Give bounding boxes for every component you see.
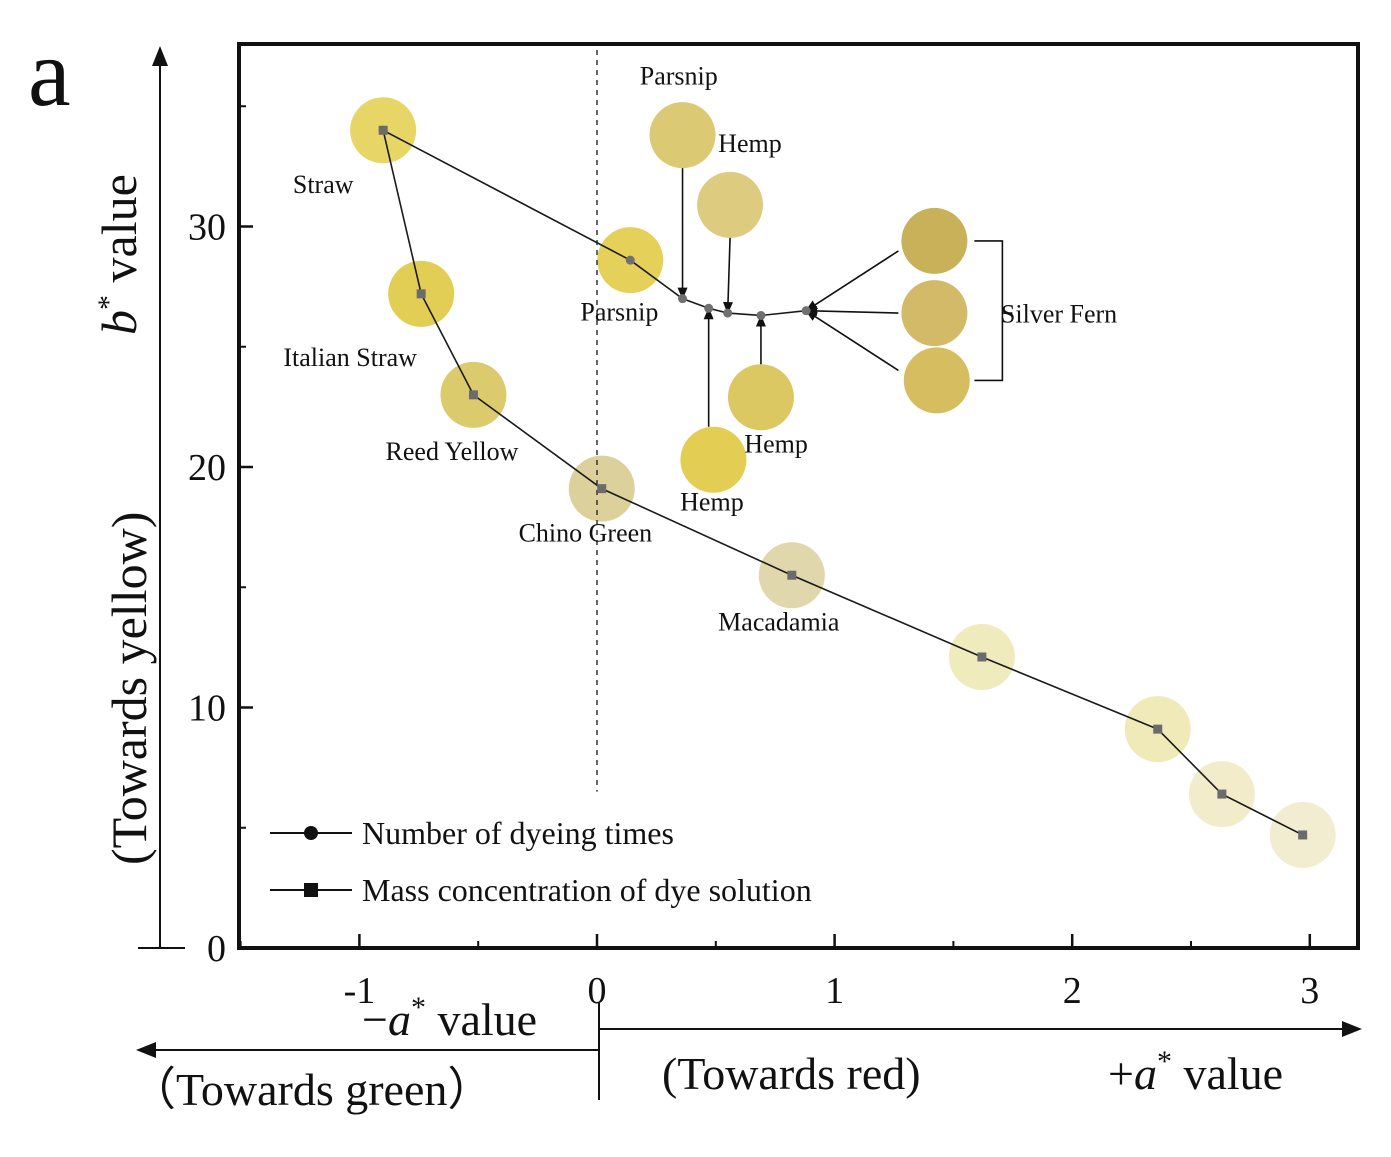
series-0-point-2	[678, 294, 688, 304]
silver-fern-bottom-arrow	[805, 310, 899, 372]
legend-square-marker	[304, 883, 318, 897]
x-tick-label-1: 0	[588, 970, 607, 1012]
neg-a-label: −a* value	[362, 991, 537, 1045]
color-swatch-16	[903, 347, 970, 414]
legend-label-mass-concentration: Mass concentration of dye solution	[362, 872, 812, 908]
pos-a-var: a	[1134, 1048, 1157, 1099]
panel-label: a	[28, 19, 71, 126]
data-label-parsnip-6: Parsnip	[640, 62, 718, 91]
series-1-point-6	[1153, 724, 1163, 734]
x-tick-label-2: 1	[825, 970, 844, 1012]
pos-a-value: value	[1172, 1048, 1283, 1099]
data-label-hemp-8: Hemp	[744, 430, 808, 459]
y-axis-sublabel: (Towards yellow)	[101, 512, 157, 865]
plot-frame-rect	[237, 42, 1360, 950]
x-tick-label-3: 2	[1063, 970, 1082, 1012]
y-axis-label-main: value	[91, 174, 147, 282]
series-0-point-5	[756, 310, 766, 320]
series-0-point-3	[704, 303, 714, 313]
data-label-straw-0: Straw	[293, 170, 354, 199]
towards-red-label: (Towards red)	[662, 1048, 921, 1099]
pos-a-prefix: +	[1108, 1048, 1134, 1099]
series-0-point-4	[723, 308, 733, 318]
y-axis-arrowhead	[152, 46, 168, 66]
color-swatches	[350, 97, 1336, 868]
series-0-point-1	[625, 255, 635, 265]
callout-annotations	[677, 168, 1013, 427]
data-labels: Straw Italian Straw Reed Yellow Chino Green…	[283, 62, 1117, 637]
series-1-point-4	[787, 570, 797, 580]
y-tick-label-1: 10	[188, 688, 226, 730]
y-axis-label-gap	[91, 283, 147, 296]
series-1-point-3	[597, 484, 607, 494]
series-1-point-1	[416, 289, 426, 299]
color-swatch-14	[901, 207, 968, 274]
silver-fern-top-arrow	[805, 250, 899, 312]
y-axis-label-var: b	[91, 310, 147, 335]
y-tick-label-2: 20	[188, 447, 226, 489]
pos-a-label: +a* value	[1108, 1045, 1283, 1099]
color-swatch-13	[727, 364, 794, 431]
series-1-point-7	[1217, 789, 1227, 799]
x-tick-label-4: 3	[1300, 970, 1319, 1012]
y-tick-label-3: 30	[188, 207, 226, 249]
series-1-point-8	[1298, 830, 1308, 840]
color-swatch-11	[697, 171, 764, 238]
towards-green-label: （Towards green）	[130, 1064, 493, 1115]
y-axis-label-sup: *	[92, 295, 125, 310]
neg-a-prefix: −	[362, 994, 388, 1045]
legend-label-dyeing-times: Number of dyeing times	[362, 815, 674, 851]
legend-circle-marker	[304, 826, 318, 840]
color-swatch-10	[649, 102, 716, 169]
y-axis-label: b* value	[91, 174, 147, 335]
hemp-top-callout-arrow	[723, 237, 734, 315]
series-1-point-5	[977, 652, 987, 662]
y-tick-label-0: 0	[207, 928, 226, 970]
neg-a-value: value	[426, 994, 537, 1045]
data-label-macadamia-4: Macadamia	[718, 608, 840, 637]
neg-a-arrowhead	[136, 1042, 156, 1058]
color-swatch-12	[680, 426, 747, 493]
plot-frame	[237, 42, 1360, 950]
neg-a-var: a	[388, 994, 411, 1045]
x-tick-label-0: -1	[344, 970, 376, 1012]
pos-a-arrowhead	[1342, 1021, 1362, 1037]
data-label-hemp-9: Hemp	[680, 487, 744, 516]
legend: Number of dyeing times Mass concentratio…	[270, 815, 812, 908]
data-label-chino-green-3: Chino Green	[519, 519, 653, 548]
data-label-reed-yellow-2: Reed Yellow	[386, 437, 519, 466]
silver-fern-bracket	[974, 240, 1004, 382]
data-label-silver-fern-10: Silver Fern	[1001, 300, 1117, 329]
pos-a-sup: *	[1157, 1045, 1172, 1078]
series-1-point-2	[468, 390, 478, 400]
data-label-italian-straw-1: Italian Straw	[283, 343, 417, 372]
data-label-parsnip-5: Parsnip	[580, 297, 658, 326]
series-markers	[378, 125, 1308, 840]
data-label-hemp-7: Hemp	[718, 129, 782, 158]
silver-fern-mid-arrow	[805, 305, 899, 316]
neg-a-sup: *	[411, 991, 426, 1024]
series-0-point-6	[801, 306, 811, 316]
color-swatch-15	[901, 280, 968, 347]
series-1-point-0	[378, 125, 388, 135]
